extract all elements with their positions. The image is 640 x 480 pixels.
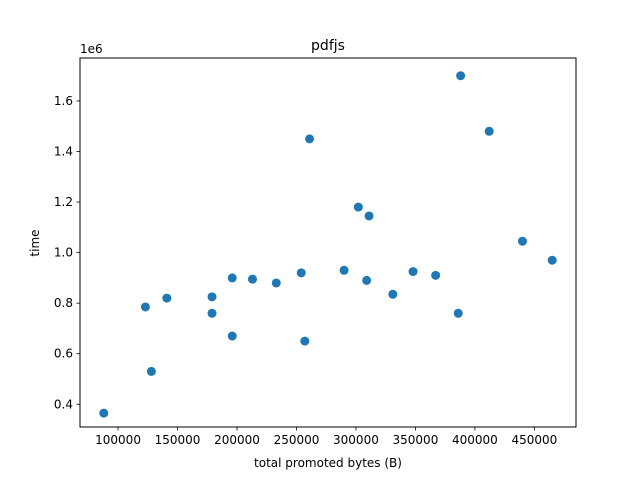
data-point bbox=[146, 366, 156, 376]
x-tick-label: 400000 bbox=[452, 433, 498, 447]
y-tick-label: 1.4 bbox=[54, 145, 73, 159]
data-point bbox=[227, 331, 237, 341]
data-point bbox=[362, 275, 372, 285]
y-tick-label: 0.6 bbox=[54, 347, 73, 361]
data-point bbox=[388, 289, 398, 299]
data-point bbox=[408, 267, 418, 277]
x-tick-label: 450000 bbox=[511, 433, 557, 447]
data-point bbox=[456, 71, 466, 81]
x-axis-label: total promoted bytes (B) bbox=[254, 456, 402, 470]
data-point bbox=[207, 308, 217, 318]
data-point bbox=[271, 278, 281, 288]
data-point bbox=[140, 302, 150, 312]
y-tick-label: 0.4 bbox=[54, 397, 73, 411]
data-point bbox=[453, 308, 463, 318]
y-tick-label: 0.8 bbox=[54, 296, 73, 310]
y-tick-label: 1.0 bbox=[54, 246, 73, 260]
plot-frame bbox=[79, 57, 577, 428]
data-point bbox=[305, 134, 315, 144]
x-tick-label: 250000 bbox=[274, 433, 320, 447]
x-tick-label: 350000 bbox=[393, 433, 439, 447]
data-point bbox=[339, 265, 349, 275]
data-point bbox=[162, 293, 172, 303]
x-tick-label: 200000 bbox=[214, 433, 260, 447]
data-point bbox=[207, 292, 217, 302]
data-point bbox=[364, 211, 374, 221]
data-point bbox=[484, 126, 494, 136]
data-points bbox=[99, 71, 557, 418]
data-point bbox=[227, 273, 237, 283]
data-point bbox=[353, 202, 363, 212]
y-axis-label: time bbox=[28, 229, 42, 256]
chart-title: pdfjs bbox=[311, 38, 345, 54]
data-point bbox=[296, 268, 306, 278]
y-tick-label: 1.2 bbox=[54, 195, 73, 209]
data-point bbox=[247, 274, 257, 284]
x-tick-label: 300000 bbox=[333, 433, 379, 447]
data-point bbox=[431, 270, 441, 280]
x-axis-ticks: 100000 150000 200000 250000 300000 350000 4000… bbox=[95, 427, 557, 447]
x-tick-label: 100000 bbox=[95, 433, 141, 447]
data-point bbox=[547, 255, 557, 265]
y-offset-label: 1e6 bbox=[80, 42, 103, 56]
data-point bbox=[517, 236, 527, 246]
data-point bbox=[300, 336, 310, 346]
y-axis-ticks: 0.4 0.6 0.8 1.0 1.2 1.4 1.6 bbox=[54, 94, 80, 411]
y-tick-label: 1.6 bbox=[54, 94, 73, 108]
data-point bbox=[99, 408, 109, 418]
x-tick-label: 150000 bbox=[155, 433, 201, 447]
